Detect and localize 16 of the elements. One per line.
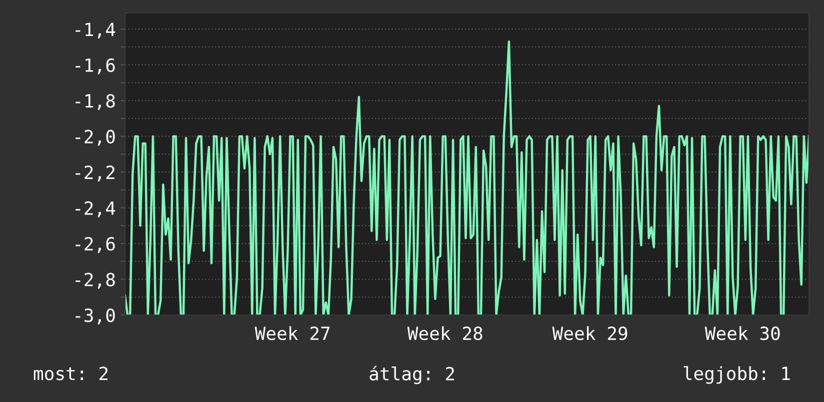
y-tick-label: -2,8 bbox=[76, 272, 115, 289]
text: átlag: 2 bbox=[370, 366, 454, 384]
x-tick-label: Week 30 bbox=[704, 326, 780, 340]
y-tick-label: -2,2 bbox=[76, 166, 114, 182]
y-tick-label: -2,6 bbox=[76, 237, 115, 253]
text: most: 2 bbox=[34, 366, 108, 380]
y-tick-label: -1,8 bbox=[76, 94, 115, 110]
y-tick-label: -1,6 bbox=[76, 58, 115, 74]
x-tick-label: Week 28 bbox=[407, 326, 482, 340]
y-tick-label: -3,0 bbox=[76, 308, 115, 324]
text: legjobb: 1 bbox=[684, 366, 790, 384]
y-tick-label: -2,0 bbox=[76, 130, 115, 146]
y-tick-label: -1,4 bbox=[76, 22, 116, 39]
x-tick-label: Week 27 bbox=[254, 326, 330, 340]
y-tick-label: -2,4 bbox=[76, 201, 116, 218]
x-tick-label: Week 29 bbox=[552, 326, 628, 340]
